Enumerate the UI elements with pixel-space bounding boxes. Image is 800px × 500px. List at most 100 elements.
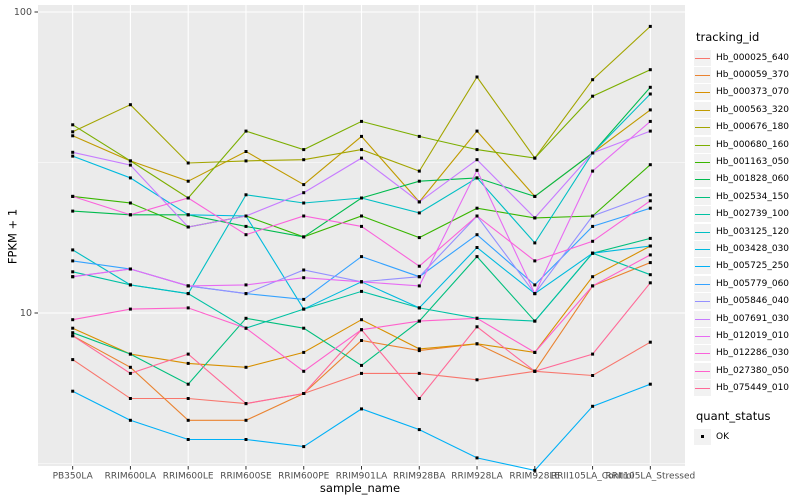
point-marker — [417, 275, 421, 279]
point-marker — [360, 134, 363, 138]
point-marker — [186, 225, 190, 229]
point-marker — [360, 148, 363, 152]
point-marker — [128, 397, 132, 400]
point-marker — [648, 281, 652, 285]
point-marker — [417, 349, 421, 353]
x-tick-label: RRIM600SE — [220, 472, 272, 482]
point-marker — [244, 283, 248, 287]
legend-entry-Hb_075449_010: Hb_075449_010 — [694, 379, 800, 397]
point-marker — [417, 211, 421, 215]
point-marker — [71, 334, 75, 338]
point-marker — [417, 179, 421, 183]
legend-key-swatch — [694, 136, 711, 153]
legend-key-swatch — [694, 240, 711, 257]
line-swatch-icon — [695, 127, 710, 129]
point-marker — [302, 183, 306, 187]
legend-key-swatch — [694, 223, 711, 240]
legend-key-swatch — [694, 171, 711, 188]
point-marker — [475, 316, 479, 320]
point-marker — [648, 163, 652, 167]
legend-label: Hb_005846_040 — [716, 296, 790, 307]
point-marker — [186, 438, 190, 441]
point-marker — [71, 275, 75, 279]
legend-entry-Hb_002739_100: Hb_002739_100 — [694, 206, 800, 223]
point-marker — [475, 342, 479, 346]
line-swatch-icon — [695, 335, 710, 337]
point-marker — [533, 194, 537, 198]
point-marker — [128, 352, 132, 356]
point-marker — [244, 193, 248, 197]
point-marker — [186, 292, 190, 296]
point-marker — [186, 382, 190, 386]
x-tick-label: RRIM600LE — [163, 472, 214, 482]
point-marker — [302, 158, 306, 162]
point-marker — [475, 75, 479, 79]
point-marker — [591, 78, 595, 82]
black-square-marker-icon — [700, 434, 705, 439]
point-marker — [244, 150, 248, 153]
point-marker — [244, 326, 248, 330]
legend-entry-Hb_003428_030: Hb_003428_030 — [694, 240, 800, 257]
point-marker — [244, 233, 248, 237]
point-marker — [648, 119, 652, 123]
legend-entry-Hb_012019_010: Hb_012019_010 — [694, 327, 800, 344]
point-marker — [648, 261, 652, 265]
point-marker — [648, 199, 652, 203]
point-marker — [71, 259, 75, 263]
point-marker — [244, 129, 248, 133]
point-marker — [533, 292, 537, 296]
legend-label: Hb_007691_030 — [716, 313, 790, 324]
legend-label: Hb_000025_640 — [716, 52, 790, 63]
legend-entry-Hb_027380_050: Hb_027380_050 — [694, 362, 800, 379]
legend-key-swatch — [694, 188, 711, 205]
point-marker — [533, 216, 537, 220]
point-marker — [302, 369, 306, 373]
point-marker — [302, 235, 306, 239]
legend-title-tracking-id: tracking_id — [696, 30, 760, 44]
point-marker — [71, 270, 75, 274]
point-marker — [71, 130, 75, 134]
point-marker — [533, 259, 537, 263]
point-marker — [417, 347, 421, 351]
point-marker — [244, 438, 248, 441]
legend-entry-Hb_012286_030: Hb_012286_030 — [694, 345, 800, 362]
point-marker — [360, 363, 363, 367]
legend-key-swatch — [694, 310, 711, 327]
point-marker — [360, 119, 363, 123]
point-marker — [591, 214, 595, 218]
legend-key-swatch — [694, 380, 711, 397]
point-marker — [244, 316, 248, 320]
point-marker — [591, 404, 595, 408]
point-marker — [591, 352, 595, 356]
point-marker — [128, 418, 132, 422]
legend-entry-Hb_007691_030: Hb_007691_030 — [694, 310, 800, 327]
point-marker — [360, 318, 363, 322]
point-marker — [648, 236, 652, 240]
point-marker — [128, 307, 132, 311]
point-marker — [360, 328, 363, 332]
point-marker — [591, 151, 595, 155]
point-marker — [648, 340, 652, 344]
point-marker — [302, 276, 306, 280]
point-marker — [71, 194, 75, 198]
point-marker — [71, 389, 75, 393]
legend-label: Hb_000373_070 — [716, 87, 790, 98]
point-marker — [648, 244, 652, 248]
legend-entry-Hb_003125_120: Hb_003125_120 — [694, 223, 800, 240]
line-swatch-icon — [695, 109, 710, 111]
legend-label: Hb_012019_010 — [716, 330, 790, 341]
point-marker — [71, 154, 75, 158]
point-marker — [244, 159, 248, 163]
x-tick-label: RRIM928BA — [393, 472, 446, 482]
point-marker — [591, 374, 595, 377]
point-marker — [475, 246, 479, 249]
point-marker — [186, 306, 190, 310]
point-marker — [475, 214, 479, 218]
x-tick-label: RRIM901LA — [336, 472, 388, 482]
point-marker — [71, 326, 75, 330]
point-marker — [648, 273, 652, 277]
point-marker — [186, 213, 190, 217]
legend-key-swatch — [694, 293, 711, 310]
point-marker — [302, 214, 306, 218]
point-marker — [591, 94, 595, 98]
